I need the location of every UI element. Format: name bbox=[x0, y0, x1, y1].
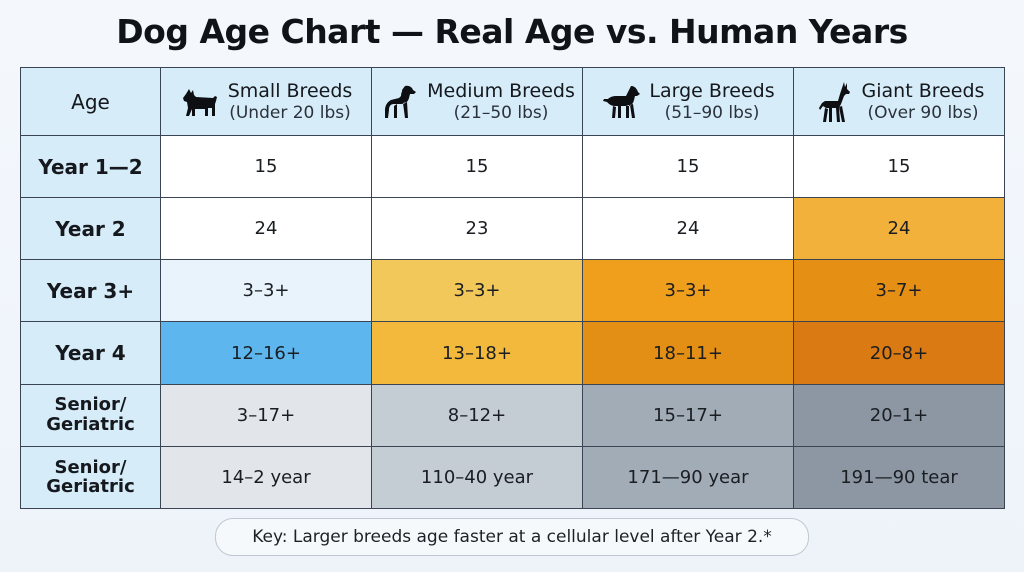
table-cell: 3–7+ bbox=[793, 259, 1005, 323]
table-cell: 20–8+ bbox=[793, 321, 1005, 385]
row-label: Senior/ Geriatric bbox=[20, 383, 161, 447]
row-label: Year 4 bbox=[20, 321, 161, 385]
table-cell: 3–3+ bbox=[160, 259, 372, 323]
table-cell: 8–12+ bbox=[371, 383, 583, 447]
table-cell: 18–11+ bbox=[582, 321, 794, 385]
breed-name: Giant Breeds bbox=[861, 79, 985, 102]
table-cell: 110–40 year bbox=[371, 445, 583, 510]
key-note: Key: Larger breeds age faster at a cellu… bbox=[215, 518, 809, 556]
table-row: Year 4 12–16+ 13–18+ 18–11+ 20–8+ bbox=[20, 321, 1005, 385]
table-cell: 14–2 year bbox=[160, 445, 372, 510]
age-column-header: Age bbox=[20, 67, 161, 136]
breed-weight-range: (Under 20 lbs) bbox=[229, 102, 351, 123]
row-label: Year 3+ bbox=[20, 259, 161, 323]
header-row: Age Small Breeds (Under 20 lbs) bbox=[20, 67, 1005, 136]
table-cell: 13–18+ bbox=[371, 321, 583, 385]
table-cell: 20–1+ bbox=[793, 383, 1005, 447]
breed-header-large: Large Breeds (51–90 lbs) bbox=[582, 67, 794, 136]
breed-header-medium: Medium Breeds (21–50 lbs) bbox=[371, 67, 583, 136]
row-label: Year 2 bbox=[20, 197, 161, 261]
breed-weight-range: (51–90 lbs) bbox=[664, 102, 760, 123]
breed-weight-range: (21–50 lbs) bbox=[453, 102, 549, 123]
medium-dog-icon bbox=[385, 85, 417, 118]
breed-header-giant: Giant Breeds (Over 90 lbs) bbox=[793, 67, 1005, 136]
breed-weight-range: (Over 90 lbs) bbox=[867, 102, 979, 123]
table-row: Year 2 24 23 24 24 bbox=[20, 197, 1005, 261]
table-cell: 15 bbox=[371, 134, 583, 199]
breed-name: Small Breeds bbox=[227, 79, 353, 102]
table-cell: 3–17+ bbox=[160, 383, 372, 447]
table-cell: 191—90 tear bbox=[793, 445, 1005, 510]
table-cell: 24 bbox=[582, 197, 794, 261]
table-row: Senior/ Geriatric 14–2 year 110–40 year 171… bbox=[20, 445, 1005, 510]
row-label: Year 1—2 bbox=[20, 134, 161, 199]
giant-dog-icon bbox=[818, 81, 850, 122]
breed-header-small: Small Breeds (Under 20 lbs) bbox=[160, 67, 372, 136]
table-cell: 24 bbox=[160, 197, 372, 261]
breed-name: Large Breeds bbox=[649, 79, 775, 102]
large-dog-icon bbox=[603, 85, 641, 118]
breed-name: Medium Breeds bbox=[427, 79, 575, 102]
table-cell: 15 bbox=[582, 134, 794, 199]
table-row: Year 1—2 15 15 15 15 bbox=[20, 134, 1005, 199]
chart-title: Dog Age Chart — Real Age vs. Human Years bbox=[116, 12, 908, 51]
small-dog-icon bbox=[182, 88, 217, 116]
table-cell: 3–3+ bbox=[371, 259, 583, 323]
table-cell: 15 bbox=[160, 134, 372, 199]
table-cell: 23 bbox=[371, 197, 583, 261]
row-label: Senior/ Geriatric bbox=[20, 445, 161, 510]
table-cell: 15 bbox=[793, 134, 1005, 199]
dog-age-table: Age Small Breeds (Under 20 lbs) bbox=[20, 67, 1005, 510]
table-cell: 15–17+ bbox=[582, 383, 794, 447]
table-row: Senior/ Geriatric 3–17+ 8–12+ 15–17+ 20–1+ bbox=[20, 383, 1005, 447]
table-cell: 24 bbox=[793, 197, 1005, 261]
table-row: Year 3+ 3–3+ 3–3+ 3–3+ 3–7+ bbox=[20, 259, 1005, 323]
table-cell: 3–3+ bbox=[582, 259, 794, 323]
table-cell: 171—90 year bbox=[582, 445, 794, 510]
table-cell: 12–16+ bbox=[160, 321, 372, 385]
